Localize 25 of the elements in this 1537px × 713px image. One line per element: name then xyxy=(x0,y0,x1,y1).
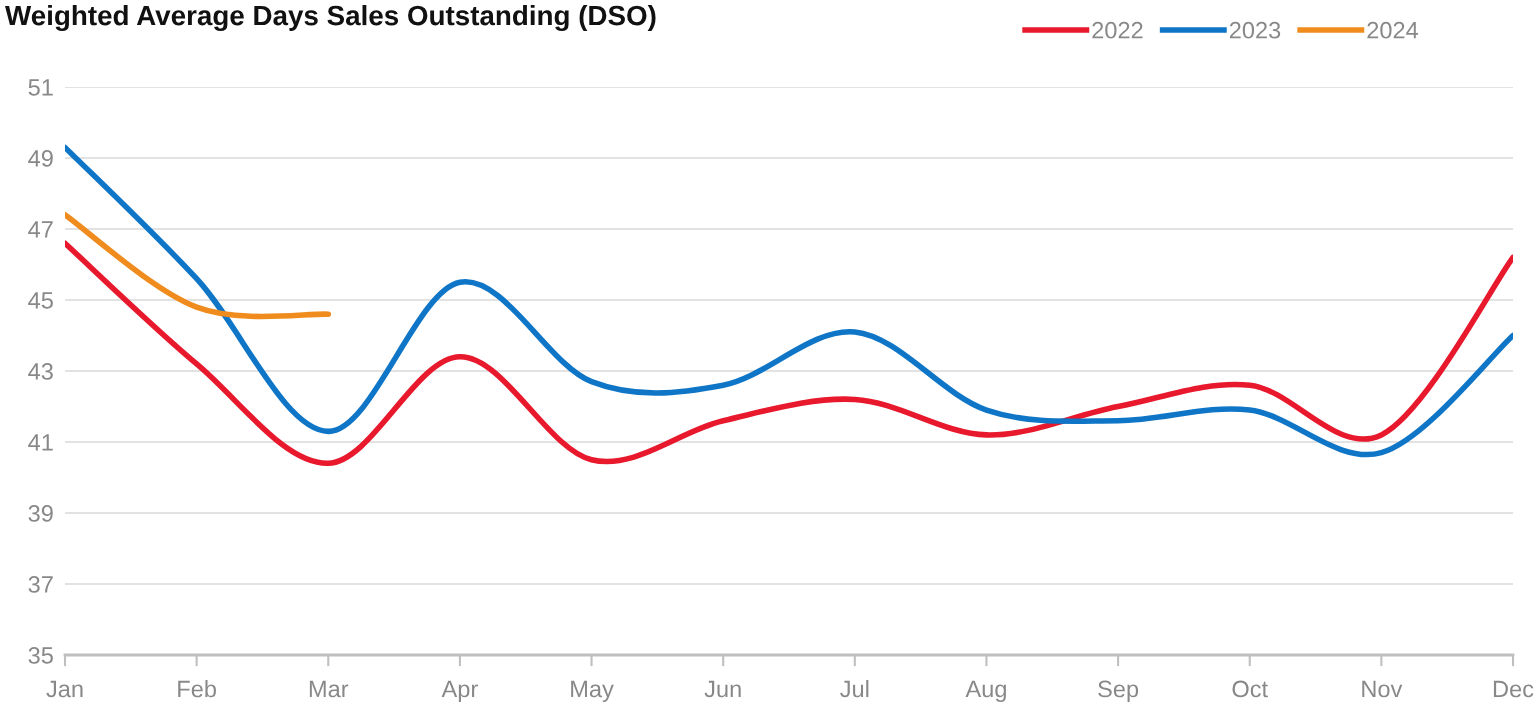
x-tick-label: Jul xyxy=(840,680,869,698)
chart-title: Weighted Average Days Sales Outstanding (DSO) xyxy=(5,4,656,32)
x-tick-label: Nov xyxy=(1362,680,1403,698)
x-tick-label: Mar xyxy=(309,680,349,698)
y-tick-label: 47 xyxy=(28,221,53,238)
x-tick-label: Jan xyxy=(46,680,83,698)
y-tick-label: 51 xyxy=(28,79,53,96)
y-tick-label: 37 xyxy=(28,576,53,593)
legend-label: 2023 xyxy=(1229,21,1281,39)
legend-label: 2022 xyxy=(1092,21,1143,39)
y-tick-label: 43 xyxy=(28,363,53,380)
x-tick-label: Jun xyxy=(704,680,741,698)
y-tick-label: 39 xyxy=(28,505,53,522)
y-tick-label: 45 xyxy=(28,292,53,309)
x-tick-label: Feb xyxy=(178,680,216,698)
x-tick-label: May xyxy=(571,680,614,703)
legend-label: 2024 xyxy=(1367,21,1419,39)
y-tick-label: 49 xyxy=(28,150,53,167)
y-tick-label: 35 xyxy=(28,647,53,664)
x-tick-label: Oct xyxy=(1232,680,1268,698)
x-tick-label: Sep xyxy=(1098,680,1139,703)
x-tick-label: Dec xyxy=(1493,680,1534,698)
x-tick-label: Apr xyxy=(441,680,478,703)
x-tick-label: Aug xyxy=(965,680,1006,703)
y-tick-label: 41 xyxy=(28,434,53,451)
